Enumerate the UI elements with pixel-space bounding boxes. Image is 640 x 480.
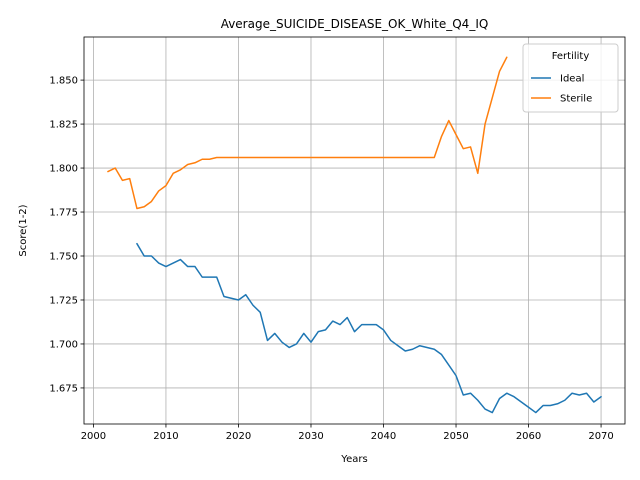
y-axis: 1.675 1.700 1.725 1.750 1.775 1.800 1.825 1.850 xyxy=(49,76,84,394)
legend: Fertility Ideal Sterile xyxy=(522,43,619,113)
legend-box xyxy=(522,43,619,113)
y-tick-label: 1.750 xyxy=(49,252,78,263)
x-tick-label: 2070 xyxy=(588,431,613,442)
x-tick-label: 2010 xyxy=(153,431,178,442)
legend-label-ideal: Ideal xyxy=(560,74,584,85)
legend-label-sterile: Sterile xyxy=(560,94,592,105)
series-line-ideal xyxy=(136,242,602,414)
legend-title: Fertility xyxy=(552,51,590,62)
plot-area-frame xyxy=(83,36,626,425)
x-tick-label: 2020 xyxy=(226,431,251,442)
y-tick-label: 1.725 xyxy=(49,295,78,306)
y-tick-label: 1.825 xyxy=(49,120,78,131)
y-tick-label: 1.700 xyxy=(49,339,78,350)
x-tick-label: 2050 xyxy=(443,431,468,442)
y-tick-label: 1.850 xyxy=(49,76,78,87)
y-tick-label: 1.800 xyxy=(49,164,78,175)
x-tick-label: 2030 xyxy=(298,431,323,442)
x-axis-label: Years xyxy=(340,454,367,465)
y-tick-label: 1.775 xyxy=(49,208,78,219)
y-tick-label: 1.675 xyxy=(49,383,78,394)
y-axis-label: Score(1-2) xyxy=(18,204,29,256)
chart-title: Average_SUICIDE_DISEASE_OK_White_Q4_IQ xyxy=(221,17,489,31)
series-line-sterile xyxy=(107,56,508,210)
x-tick-label: 2040 xyxy=(371,431,396,442)
x-tick-label: 2000 xyxy=(81,431,106,442)
x-axis: 2000 2010 2020 2030 2040 2050 2060 2070 xyxy=(81,424,614,442)
series-layer xyxy=(107,56,602,414)
grid-lines xyxy=(84,37,625,424)
legend-items: Ideal Sterile xyxy=(531,74,592,105)
x-tick-label: 2060 xyxy=(516,431,541,442)
